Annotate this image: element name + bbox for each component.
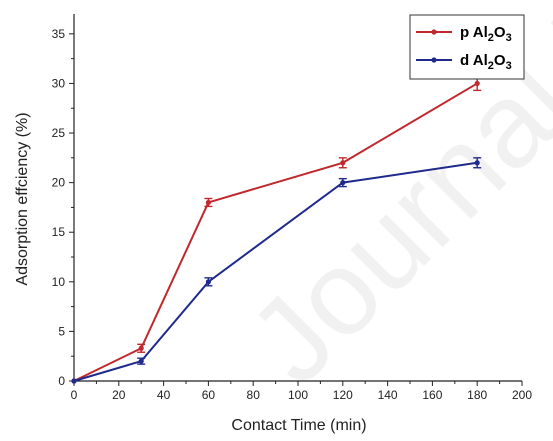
- x-axis-title: Contact Time (min): [231, 417, 366, 434]
- x-tick-label: 80: [247, 388, 261, 402]
- legend: p Al2O3 d Al2O3: [409, 14, 525, 80]
- y-tick-label: 20: [52, 176, 66, 190]
- legend-swatch-marker: [431, 57, 437, 63]
- series-layer: [71, 75, 482, 384]
- legend-swatch-marker: [431, 29, 437, 35]
- legend-label: p Al2O3: [460, 24, 512, 44]
- data-point: [205, 199, 211, 206]
- data-point: [340, 180, 346, 186]
- series-1: [71, 157, 482, 384]
- data-point: [474, 80, 480, 87]
- y-tick-label: 0: [58, 374, 65, 388]
- y-axis-title: Adsorption effciency (%): [14, 112, 31, 285]
- x-tick-label: 0: [71, 388, 78, 402]
- data-point: [340, 160, 346, 166]
- y-tick-label: 5: [58, 324, 65, 338]
- legend-entry-0: p Al2O3: [416, 24, 512, 44]
- legend-box: [409, 14, 525, 80]
- legend-label: d Al2O3: [460, 52, 512, 72]
- data-point: [71, 378, 77, 384]
- x-tick-label: 40: [157, 388, 171, 402]
- x-tick-label: 60: [202, 388, 216, 402]
- y-tick-label: 15: [52, 225, 66, 239]
- x-tick-label: 200: [512, 388, 532, 402]
- x-tick-label: 100: [288, 388, 308, 402]
- y-tick-label: 10: [52, 275, 66, 289]
- data-point: [138, 345, 144, 351]
- legend-entry-1: d Al2O3: [416, 52, 512, 72]
- axes: 0 20 40 60 80 100 120 140 160 180 200 0 5 10 15 20 25 30 3…: [52, 14, 532, 402]
- x-tick-label: 120: [333, 388, 353, 402]
- data-point: [138, 358, 144, 364]
- x-tick-label: 180: [467, 388, 487, 402]
- data-point: [205, 279, 211, 285]
- y-tick-label: 25: [52, 126, 66, 140]
- x-tick-label: 160: [422, 388, 442, 402]
- x-tick-label: 140: [378, 388, 398, 402]
- data-point: [474, 160, 480, 166]
- y-tick-label: 35: [52, 27, 66, 41]
- y-tick-label: 30: [52, 76, 66, 90]
- x-tick-label: 20: [112, 388, 126, 402]
